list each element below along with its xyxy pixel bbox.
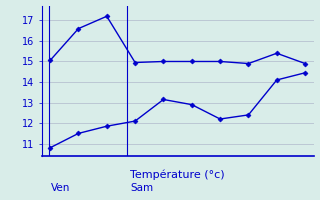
- X-axis label: Température (°c): Température (°c): [130, 170, 225, 180]
- Text: Ven: Ven: [51, 183, 70, 193]
- Text: Sam: Sam: [131, 183, 154, 193]
